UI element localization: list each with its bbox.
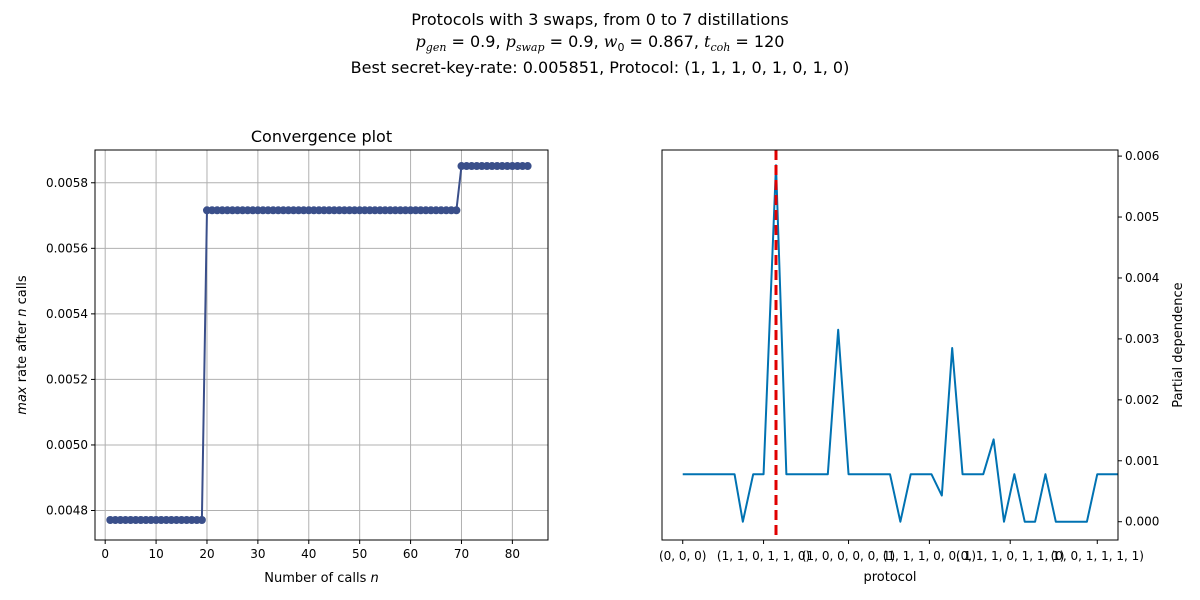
x-tick-label: (1, 1, 0, 1, 1, 0) [717,549,810,563]
figure-title-best: Best secret-key-rate: 0.005851, Protocol… [350,58,850,77]
series-line-max-rate [110,165,528,522]
y-tick-label: 0.0048 [46,504,88,518]
x-tick-label: 0 [101,547,109,561]
y-axis-label: Partial dependence [1171,282,1186,407]
y-tick-label: 0.0050 [46,438,88,452]
series-line-partial-dependence [682,164,1118,523]
y-tick-label: 0.001 [1125,454,1159,468]
x-tick-label: 50 [352,547,367,561]
figure-title-line1: Protocols with 3 swaps, from 0 to 7 dist… [411,10,789,29]
x-axis-label: Number of calls n [264,571,379,586]
x-tick-label: (1, 1, 1, 0, 0, 1) [883,549,976,563]
x-tick-label: 20 [199,547,214,561]
chart-title: Convergence plot [251,127,392,146]
data-point [452,206,461,215]
y-tick-label: 0.003 [1125,332,1159,346]
axes-frame [661,149,1119,541]
param-w0: 0.867 [648,32,694,51]
data-point [197,516,206,525]
x-tick-label: (1, 0, 0, 0, 0, 1) [802,549,895,563]
figure-title-params: pgen = 0.9, pswap = 0.9, w0 = 0.867, tco… [415,32,785,55]
data-point [523,162,532,171]
x-tick-label: 40 [301,547,316,561]
x-tick-label: 80 [505,547,520,561]
y-tick-label: 0.0058 [46,176,88,190]
convergence-chart: 0 10 20 30 40 50 60 70 80 0.0048 0.0050 0.0052 0.005… [15,127,549,586]
x-tick-label: 60 [403,547,418,561]
y-tick-label: 0.006 [1125,149,1159,163]
y-tick-label: 0.0054 [46,307,88,321]
x-tick-label: (0, 1, 1, 0, 1, 1, 1) [956,549,1065,563]
y-axis-label: max rate after n calls [15,275,30,415]
y-tick-label: 0.004 [1125,271,1159,285]
x-tick-label: 30 [250,547,265,561]
partial-dependence-chart: 0.000 0.001 0.002 0.003 0.004 0.005 0.006 (0, 0… [659,149,1186,585]
y-tick-label: 0.0056 [46,241,88,255]
x-tick-label: 10 [148,547,163,561]
param-p-gen: 0.9 [470,32,496,51]
x-tick-label: (0, 0, 1, 1, 1, 1) [1051,549,1144,563]
y-tick-label: 0.0052 [46,372,88,386]
param-p-swap: 0.9 [568,32,594,51]
param-t-coh: 120 [753,32,785,51]
axes-frame [94,149,549,541]
x-tick-label: 70 [454,547,469,561]
y-tick-label: 0.002 [1125,393,1159,407]
x-tick-label: (0, 0, 0) [659,549,707,563]
y-tick-label: 0.005 [1125,210,1159,224]
y-tick-label: 0.000 [1125,515,1159,529]
x-axis-label: protocol [863,570,916,585]
